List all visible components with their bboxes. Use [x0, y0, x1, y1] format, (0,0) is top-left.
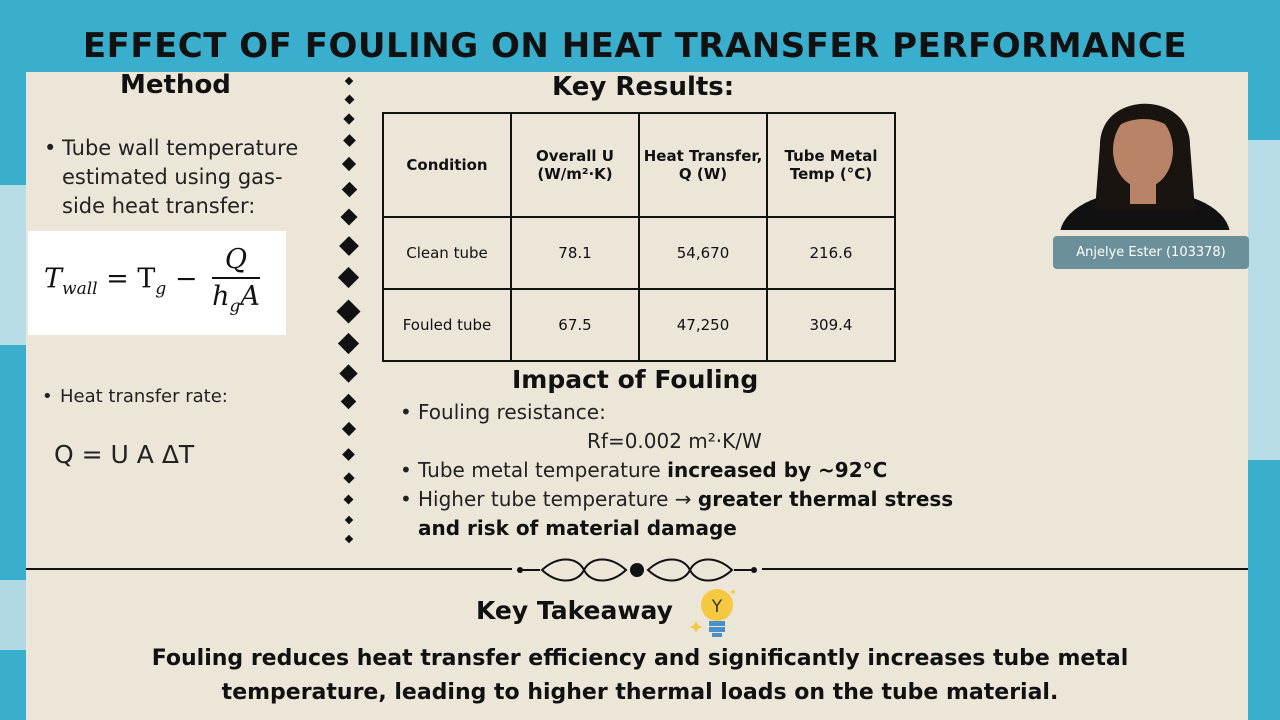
header-overall-u: Overall U (W/m²·K): [510, 112, 640, 218]
table-header-row: Condition Overall U (W/m²·K) Heat Transf…: [382, 112, 896, 218]
impact-bullet-fouling-resistance: Fouling resistance:: [400, 398, 606, 427]
table-cell: 309.4: [766, 288, 896, 362]
diamond-divider: [336, 76, 362, 548]
formula-box: [28, 231, 286, 335]
method-bullet-heat-rate: Heat transfer rate:: [42, 382, 228, 411]
presenter-name-tag: Anjelye Ester (103378): [1053, 236, 1249, 269]
table-cell: 67.5: [510, 288, 640, 362]
table-cell: 78.1: [510, 216, 640, 290]
header-heat-transfer: Heat Transfer, Q (W): [638, 112, 768, 218]
presenter-avatar: [1060, 103, 1230, 230]
svg-text:Y: Y: [711, 597, 723, 617]
table-cell: 47,250: [638, 288, 768, 362]
ornament-icon: [512, 558, 762, 582]
results-heading: Key Results:: [552, 72, 735, 102]
table-row: Fouled tube 67.5 47,250 309.4: [382, 288, 896, 362]
lightbulb-icon: Y: [690, 589, 736, 637]
table-cell: Fouled tube: [382, 288, 512, 362]
header-tube-metal-temp: Tube Metal Temp (°C): [766, 112, 896, 218]
fouling-resistance-value: Rf=0.002 m²·K/W: [587, 429, 762, 453]
table-row: Clean tube 78.1 54,670 216.6: [382, 216, 896, 290]
impact-bullet-thermal-stress: Higher tube temperature → greater therma…: [400, 485, 978, 543]
table-cell: Clean tube: [382, 216, 512, 290]
header-condition: Condition: [382, 112, 512, 218]
results-table: Condition Overall U (W/m²·K) Heat Transf…: [382, 112, 896, 362]
method-bullet-wall-temp: Tube wall temperature estimated using ga…: [44, 134, 322, 221]
heat-rate-equation: Q = U A ΔT: [54, 440, 195, 469]
method-heading: Method: [120, 70, 231, 100]
table-cell: 54,670: [638, 216, 768, 290]
impact-heading: Impact of Fouling: [512, 365, 759, 394]
impact-bullet-temperature: Tube metal temperature increased by ~92°…: [400, 456, 887, 485]
takeaway-heading: Key Takeaway: [476, 596, 673, 625]
slide-title: EFFECT OF FOULING ON HEAT TRANSFER PERFO…: [82, 26, 1188, 66]
table-cell: 216.6: [766, 216, 896, 290]
takeaway-text: Fouling reduces heat transfer efficiency…: [151, 646, 1129, 705]
